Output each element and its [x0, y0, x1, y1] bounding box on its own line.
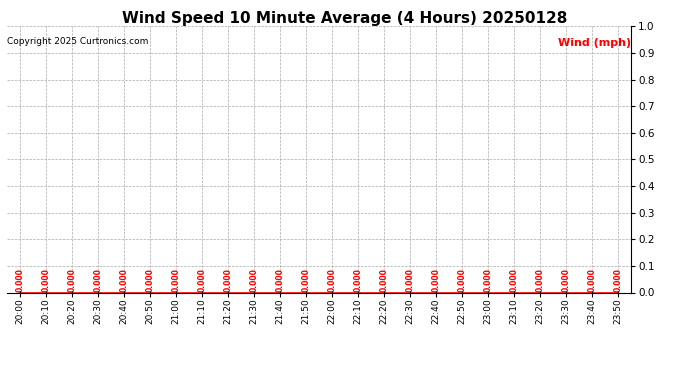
Text: 0.000: 0.000: [15, 268, 24, 292]
Text: 0.000: 0.000: [484, 268, 493, 292]
Text: 0.000: 0.000: [224, 268, 233, 292]
Text: 0.000: 0.000: [432, 268, 441, 292]
Text: 0.000: 0.000: [68, 268, 77, 292]
Text: 0.000: 0.000: [41, 268, 50, 292]
Text: 0.000: 0.000: [614, 268, 623, 292]
Text: 0.000: 0.000: [146, 268, 155, 292]
Text: 0.000: 0.000: [250, 268, 259, 292]
Text: 0.000: 0.000: [406, 268, 415, 292]
Text: 0.000: 0.000: [172, 268, 181, 292]
Text: 0.000: 0.000: [93, 268, 103, 292]
Text: 0.000: 0.000: [302, 268, 310, 292]
Text: Wind Speed 10 Minute Average (4 Hours) 20250128: Wind Speed 10 Minute Average (4 Hours) 2…: [122, 11, 568, 26]
Text: 0.000: 0.000: [562, 268, 571, 292]
Text: 0.000: 0.000: [119, 268, 128, 292]
Text: 0.000: 0.000: [535, 268, 545, 292]
Text: Copyright 2025 Curtronics.com: Copyright 2025 Curtronics.com: [7, 38, 148, 46]
Text: 0.000: 0.000: [510, 268, 519, 292]
Text: 0.000: 0.000: [457, 268, 466, 292]
Text: 0.000: 0.000: [328, 268, 337, 292]
Text: Wind (mph): Wind (mph): [558, 38, 631, 48]
Text: 0.000: 0.000: [354, 268, 363, 292]
Text: 0.000: 0.000: [197, 268, 206, 292]
Text: 0.000: 0.000: [588, 268, 597, 292]
Text: 0.000: 0.000: [380, 268, 388, 292]
Text: 0.000: 0.000: [275, 268, 284, 292]
